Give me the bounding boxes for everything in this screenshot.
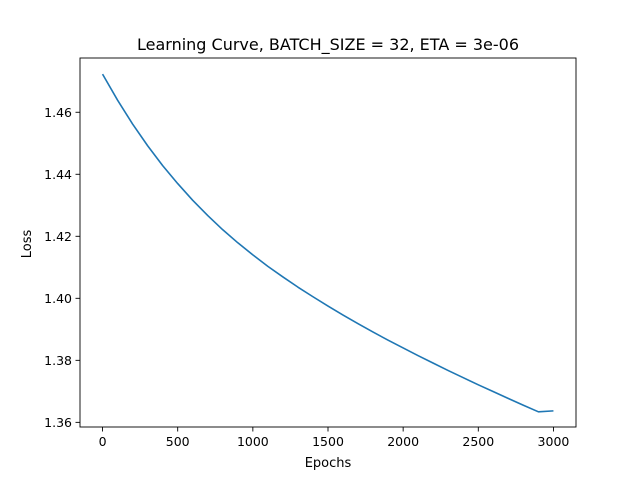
series-line-0 — [101, 73, 554, 413]
x-tick-label: 2500 — [462, 434, 494, 449]
y-tick-label: 1.44 — [44, 167, 72, 182]
y-tick-label: 1.42 — [44, 229, 72, 244]
y-tick-label: 1.46 — [44, 105, 72, 120]
x-axis-ticks: 0 500 1000 1500 2000 2500 3000 — [99, 427, 570, 449]
x-tick-label: 3000 — [538, 434, 570, 449]
x-tick-label: 1500 — [312, 434, 344, 449]
x-tick-label: 500 — [166, 434, 190, 449]
plot-area — [79, 57, 577, 428]
chart-title: Learning Curve, BATCH_SIZE = 32, ETA = 3… — [137, 35, 519, 55]
x-tick-label: 1000 — [237, 434, 269, 449]
x-tick-label: 0 — [99, 434, 107, 449]
axes-frame — [79, 57, 577, 428]
x-tick-label: 2000 — [387, 434, 419, 449]
y-axis-ticks: 1.36 1.38 1.40 1.42 1.44 1.46 — [44, 105, 80, 430]
series-layer — [101, 73, 554, 413]
y-tick-label: 1.36 — [44, 415, 72, 430]
y-axis-label: Loss — [20, 230, 35, 259]
x-axis-label: Epochs — [305, 456, 352, 471]
y-tick-label: 1.38 — [44, 353, 72, 368]
y-tick-label: 1.40 — [44, 291, 72, 306]
